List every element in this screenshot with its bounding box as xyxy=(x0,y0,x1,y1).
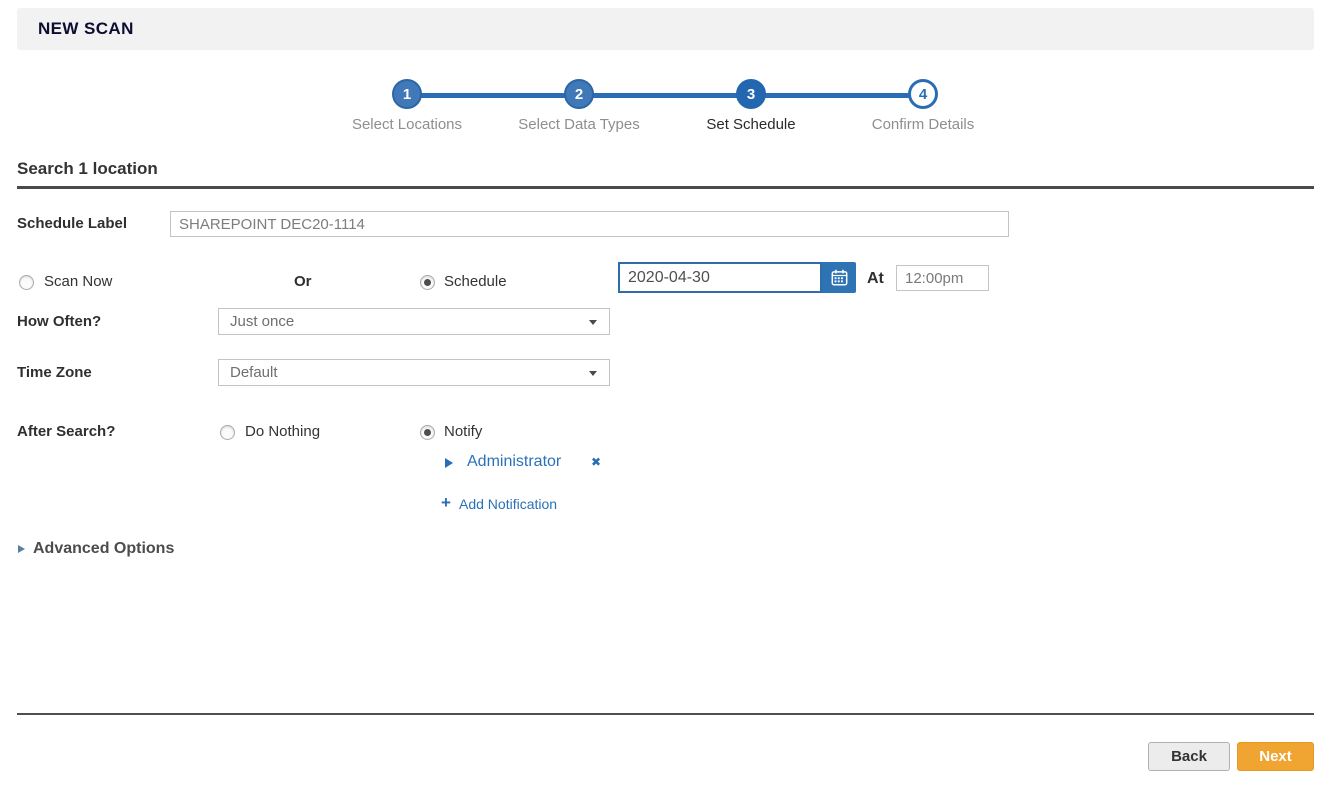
do-nothing-label: Do Nothing xyxy=(245,423,321,440)
schedule-option-label: Schedule xyxy=(444,273,507,290)
chevron-down-icon xyxy=(589,320,597,325)
page-title: NEW SCAN xyxy=(38,19,134,38)
section-title: Search 1 location xyxy=(17,159,158,178)
wizard-stepper: 1 Select Locations 2 Select Data Types 3… xyxy=(321,79,1009,135)
after-search-label: After Search? xyxy=(17,423,116,440)
at-label: At xyxy=(867,270,884,287)
time-zone-label: Time Zone xyxy=(17,364,92,381)
notification-item-administrator[interactable]: Administrator xyxy=(467,453,562,470)
step-2-label: Select Data Types xyxy=(518,116,640,133)
or-label: Or xyxy=(294,273,312,290)
step-select-locations[interactable]: 1 Select Locations xyxy=(321,79,493,133)
step-2-number: 2 xyxy=(574,85,584,103)
schedule-radio[interactable] xyxy=(420,275,435,290)
expand-advanced-options-icon[interactable] xyxy=(18,545,25,553)
how-often-label: How Often? xyxy=(17,313,102,330)
step-1-circle[interactable]: 1 xyxy=(392,79,422,109)
step-4-label: Confirm Details xyxy=(871,116,975,133)
schedule-date-input[interactable] xyxy=(618,262,822,293)
schedule-label-label: Schedule Label xyxy=(17,215,128,232)
step-2-circle[interactable]: 2 xyxy=(564,79,594,109)
how-often-dropdown[interactable]: Just once xyxy=(218,308,610,335)
step-select-data-types[interactable]: 2 Select Data Types xyxy=(493,79,665,133)
scan-now-label: Scan Now xyxy=(44,273,113,290)
step-confirm-details[interactable]: 4 Confirm Details xyxy=(837,79,1009,133)
step-3-number: 3 xyxy=(746,85,756,103)
step-1-label: Select Locations xyxy=(351,116,463,133)
step-set-schedule[interactable]: 3 Set Schedule xyxy=(665,79,837,133)
next-button[interactable]: Next xyxy=(1237,742,1314,771)
do-nothing-radio[interactable] xyxy=(220,425,235,440)
time-zone-dropdown[interactable]: Default xyxy=(218,359,610,386)
schedule-time-input[interactable] xyxy=(896,265,989,291)
scan-now-radio[interactable] xyxy=(19,275,34,290)
schedule-label-input[interactable] xyxy=(170,211,1009,237)
step-4-number: 4 xyxy=(918,85,928,103)
notify-radio[interactable] xyxy=(420,425,435,440)
bottom-divider xyxy=(17,713,1314,715)
expand-notification-icon[interactable] xyxy=(445,458,453,468)
top-divider xyxy=(17,186,1314,189)
page-header: NEW SCAN xyxy=(17,8,1314,50)
remove-notification-icon[interactable]: ✖ xyxy=(591,455,602,469)
advanced-options-toggle[interactable]: Advanced Options xyxy=(33,540,175,557)
back-button[interactable]: Back xyxy=(1148,742,1230,771)
stepper-connector-line xyxy=(407,93,923,98)
how-often-value: Just once xyxy=(230,313,295,330)
step-3-label: Set Schedule xyxy=(706,116,796,133)
step-4-circle[interactable]: 4 xyxy=(908,79,938,109)
add-icon[interactable]: + xyxy=(441,493,451,512)
step-1-number: 1 xyxy=(402,85,412,103)
step-3-circle[interactable]: 3 xyxy=(736,79,766,109)
notify-label: Notify xyxy=(444,423,483,440)
add-notification-link[interactable]: Add Notification xyxy=(459,496,558,512)
chevron-down-icon xyxy=(589,371,597,376)
calendar-picker-button[interactable] xyxy=(822,262,856,293)
calendar-icon xyxy=(831,269,848,286)
time-zone-value: Default xyxy=(230,364,278,381)
